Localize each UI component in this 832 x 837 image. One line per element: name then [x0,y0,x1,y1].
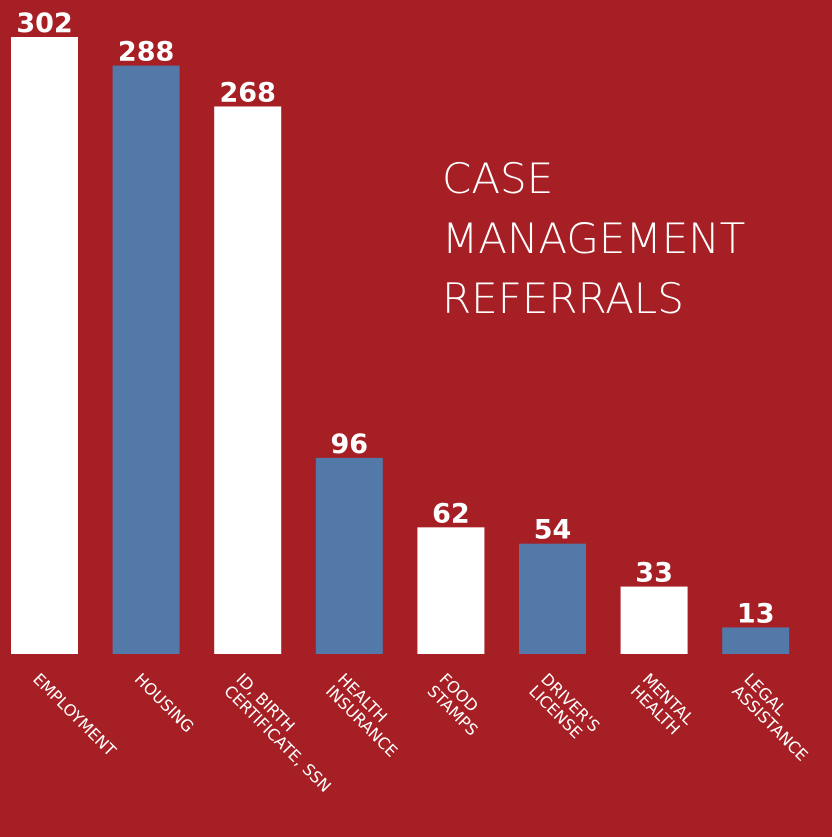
value-label: 268 [220,77,276,108]
value-label: 13 [737,598,775,629]
value-label: 54 [534,515,572,546]
bar [417,527,485,654]
bar [315,457,383,654]
value-label: 62 [432,498,470,529]
bar [11,37,78,654]
bar [214,106,282,655]
bar [112,65,180,654]
bar [519,543,586,654]
value-label: 302 [16,8,72,39]
chart-title: CASE MANAGEMENT REFERRALS [442,154,745,323]
value-label: 33 [635,558,673,589]
bar [620,586,688,654]
bar [722,627,790,654]
value-label: 96 [331,429,369,460]
value-label: 288 [118,37,174,68]
